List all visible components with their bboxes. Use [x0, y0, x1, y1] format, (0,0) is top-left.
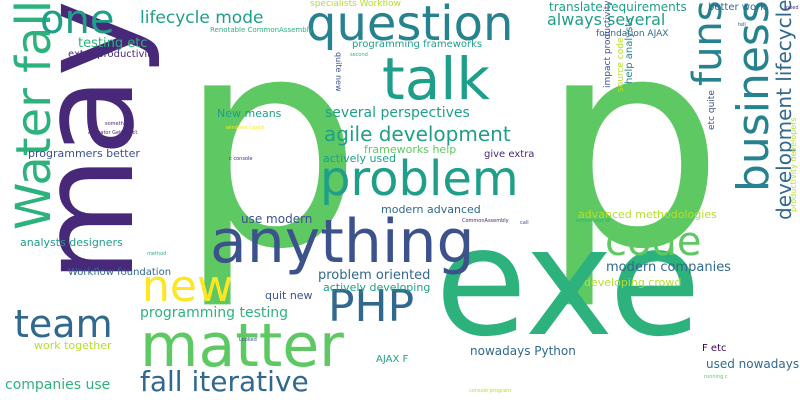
word-programming-testing: programming testing [140, 305, 289, 321]
word-lifecycle-mode: lifecycle mode [140, 8, 264, 28]
word-programming-frameworks: programming frameworks [352, 39, 483, 50]
word-second: second [350, 52, 368, 58]
word-f-etc: F etc [702, 343, 727, 354]
word-windows-typed: windows typed [226, 125, 264, 131]
word-actively-developing: actively developing [323, 281, 431, 294]
word-testing-etc: testing etc [78, 36, 148, 51]
word-use-modern: use modern [241, 212, 313, 226]
word-code: code [605, 219, 702, 265]
word-call: call [520, 220, 529, 226]
word-renotable-commonassembly: Renotable CommonAssembly [210, 26, 313, 34]
word-anything: anything [210, 207, 475, 277]
word-something: something [105, 121, 132, 127]
word-help-analysts: help analysts [624, 17, 635, 84]
word-modern-companies: modern companies [606, 260, 731, 275]
word-specialists-workflow: specialists Workflow [310, 0, 401, 9]
word-problem-oriented: problem oriented [318, 268, 431, 283]
word-several-perspectives: several perspectives [325, 105, 470, 121]
word-business: business [728, 0, 779, 192]
word-productivity-developers: productivity developers [789, 117, 798, 212]
word-exe: exe [435, 196, 702, 370]
word-team: team [14, 302, 113, 346]
word-looked: Looked [239, 337, 257, 343]
word-problem: problem [320, 151, 519, 207]
word-tell: tell [738, 22, 746, 28]
word-advanced-methodologies: advanced methodologies [578, 208, 717, 221]
word-actively-used: actively used [323, 152, 396, 165]
word-need: need [786, 5, 799, 11]
word-matter: matter [140, 311, 344, 381]
word-c-console: c console [229, 156, 253, 162]
word-ajax-f: AJAX F [376, 354, 409, 365]
word-frameworks-help: frameworks help [364, 143, 457, 156]
word-new: new [142, 261, 233, 312]
word-fall-iterative: fall iterative [140, 365, 309, 398]
word-work-together: work together [34, 339, 112, 352]
word-used-nowadays: used nowadays [706, 357, 800, 371]
word-method: method [147, 251, 167, 257]
word-give-extra: give extra [484, 149, 535, 160]
word-developing-crowd: developing crowd [584, 276, 682, 289]
word-talk: talk [382, 45, 490, 113]
word-php: PHP [328, 281, 415, 332]
word-workflow-foundation: Workflow foundation [68, 267, 172, 278]
word-console-program: console program [469, 388, 512, 394]
word-companies-use: companies use [5, 377, 111, 393]
word-one: one [40, 0, 115, 43]
word-programmers-better: programmers better [28, 147, 140, 160]
word-nowadays-python: nowadays Python [470, 344, 576, 358]
word-extra-productivity: extra productivity [68, 49, 158, 60]
word-agile-development: agile development [324, 122, 511, 146]
word-new-means: New means [217, 107, 282, 120]
word-always-several: always several [547, 10, 666, 29]
word-running-c: running c [704, 374, 728, 380]
word-quite-new: quite new [334, 52, 343, 92]
word-impact-productivity: impact productivity [603, 0, 613, 88]
word-analysts-designers: analysts designers [20, 236, 123, 249]
word-commonassembly: CommonAssembly [462, 218, 509, 224]
word-p-left: p [178, 0, 363, 313]
word-translate-requirements: translate requirements [549, 0, 687, 14]
word-etc-quite: etc quite [707, 90, 717, 130]
word-p-right: p [540, 0, 725, 313]
word-foundation-ajax: foundation AJAX [596, 29, 669, 39]
word-quit-new: quit new [265, 289, 313, 302]
word-modern-advanced: modern advanced [381, 203, 481, 216]
word-question: question [306, 0, 514, 52]
word-better-work: better work [708, 2, 766, 13]
word-referenced-dll: referenced dll [576, 218, 611, 224]
word-activator-getobject: Activator GetObject [88, 130, 138, 136]
